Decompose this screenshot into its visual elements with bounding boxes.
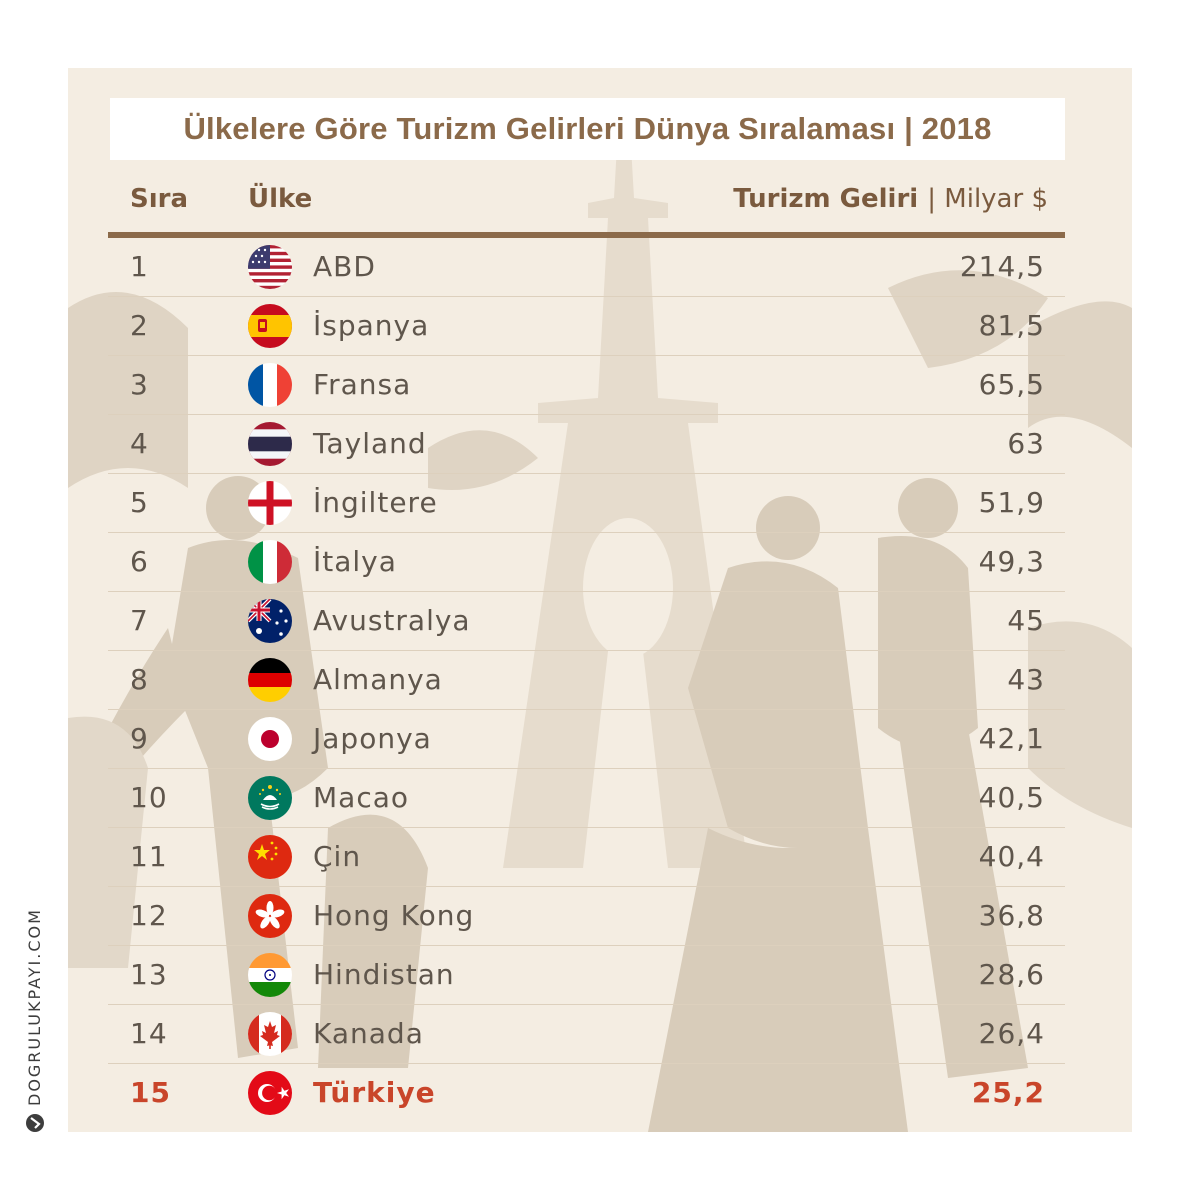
japan-flag-icon [248,717,292,761]
header-rank: Sıra [130,184,189,214]
rank-cell: 6 [130,545,149,578]
rank-cell: 12 [130,899,168,932]
rank-cell: 9 [130,722,149,755]
value-cell: 65,5 [978,368,1045,401]
table-row: 12 Hong Kong 36,8 [108,887,1065,946]
australia-flag-icon [248,599,292,643]
france-flag-icon [248,363,292,407]
table-row: 8 Almanya 43 [108,651,1065,710]
country-cell: Hong Kong [313,899,475,932]
country-cell: Almanya [313,663,443,696]
brand-logo-icon [25,1114,44,1132]
table-row: 11 Çin 40,4 [108,828,1065,887]
spain-flag-icon [248,304,292,348]
infographic-card: Ülkelere Göre Turizm Gelirleri Dünya Sır… [68,68,1132,1132]
table-row: 6 İtalya 49,3 [108,533,1065,592]
header-value-unit: | Milyar $ [927,184,1048,214]
value-cell: 49,3 [978,545,1045,578]
table-row: 3 Fransa 65,5 [108,356,1065,415]
header-rule [108,232,1065,238]
thailand-flag-icon [248,422,292,466]
rank-cell: 1 [130,250,149,283]
value-cell: 214,5 [959,250,1045,283]
country-cell: Hindistan [313,958,455,991]
country-cell: Macao [313,781,409,814]
brand-watermark: DOGRULUKPAYI.COM [25,908,44,1132]
header-value-label: Turizm Geliri [733,184,919,214]
italy-flag-icon [248,540,292,584]
value-cell: 36,8 [978,899,1045,932]
header-value: Turizm Geliri | Milyar $ [733,184,1048,214]
usa-flag-icon [248,245,292,289]
rank-cell: 4 [130,427,149,460]
table-row: 9 Japonya 42,1 [108,710,1065,769]
england-flag-icon [248,481,292,525]
canada-flag-icon [248,1012,292,1056]
header-country: Ülke [248,184,313,214]
value-cell: 28,6 [978,958,1045,991]
rank-cell: 10 [130,781,168,814]
rank-cell: 14 [130,1017,168,1050]
country-cell: Kanada [313,1017,424,1050]
rank-cell: 13 [130,958,168,991]
country-cell: Çin [313,840,362,873]
table-row: 7 Avustralya 45 [108,592,1065,651]
country-cell: Türkiye [313,1076,436,1109]
rank-cell: 2 [130,309,149,342]
table-row: 10 Macao 40,5 [108,769,1065,828]
turkey-flag-icon [248,1071,292,1115]
ranking-table: 1 ABD 214,5 2 İspanya 81,5 3 Fransa 65,5 4 Tayland… [108,238,1065,1122]
china-flag-icon [248,835,292,879]
rank-cell: 11 [130,840,168,873]
table-row-highlighted: 15 Türkiye 25,2 [108,1064,1065,1122]
country-cell: İspanya [313,309,430,342]
table-row: 14 Kanada 26,4 [108,1005,1065,1064]
brand-text: DOGRULUKPAYI.COM [25,908,44,1106]
value-cell: 40,5 [978,781,1045,814]
country-cell: Avustralya [313,604,471,637]
country-cell: ABD [313,250,376,283]
india-flag-icon [248,953,292,997]
germany-flag-icon [248,658,292,702]
chart-title: Ülkelere Göre Turizm Gelirleri Dünya Sır… [183,111,992,146]
value-cell: 40,4 [978,840,1045,873]
value-cell: 63 [1007,427,1045,460]
country-cell: Tayland [313,427,427,460]
rank-cell: 8 [130,663,149,696]
country-cell: Fransa [313,368,412,401]
rank-cell: 15 [130,1076,171,1109]
value-cell: 51,9 [978,486,1045,519]
rank-cell: 3 [130,368,149,401]
value-cell: 42,1 [978,722,1045,755]
value-cell: 25,2 [971,1076,1045,1109]
table-row: 1 ABD 214,5 [108,238,1065,297]
value-cell: 26,4 [978,1017,1045,1050]
table-row: 2 İspanya 81,5 [108,297,1065,356]
table-row: 13 Hindistan 28,6 [108,946,1065,1005]
table-row: 4 Tayland 63 [108,415,1065,474]
value-cell: 45 [1007,604,1045,637]
country-cell: İngiltere [313,486,438,519]
macao-flag-icon [248,776,292,820]
value-cell: 43 [1007,663,1045,696]
title-box: Ülkelere Göre Turizm Gelirleri Dünya Sır… [110,98,1065,160]
value-cell: 81,5 [978,309,1045,342]
country-cell: İtalya [313,545,397,578]
rank-cell: 7 [130,604,149,637]
rank-cell: 5 [130,486,149,519]
country-cell: Japonya [313,722,432,755]
table-row: 5 İngiltere 51,9 [108,474,1065,533]
hongkong-flag-icon [248,894,292,938]
